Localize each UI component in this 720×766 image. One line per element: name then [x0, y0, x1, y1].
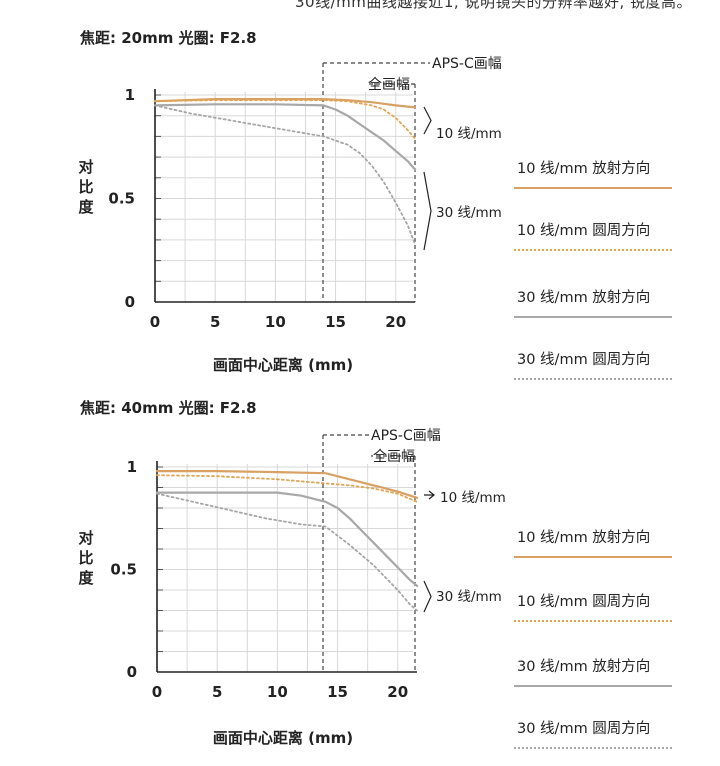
- legend-item-sagittal-10: 10 线/mm 放射方向: [514, 526, 674, 566]
- y-tick-label: 1: [125, 86, 135, 104]
- legend-label: 30 线/mm 放射方向: [517, 290, 651, 306]
- y-axis-label: 对比度: [78, 158, 94, 216]
- x-tick-label: 20: [387, 683, 408, 701]
- legend-item-sagittal-30: 30 线/mm 放射方向: [514, 655, 674, 695]
- legend-item-meridional-30: 30 线/mm 圆周方向: [514, 717, 674, 757]
- x-tick-label: 5: [210, 313, 220, 331]
- marker-label-full-frame: 全画幅: [368, 76, 410, 93]
- legend-swatch-dotted-orange: [514, 620, 672, 622]
- legend-label: 30 线/mm 圆周方向: [517, 721, 651, 737]
- x-tick-label: 10: [267, 683, 288, 701]
- legend-label: 10 线/mm 放射方向: [517, 161, 651, 177]
- chart-title: 焦距: 40mm 光圈: F2.8: [80, 399, 257, 417]
- series-line-meridional10: [156, 474, 418, 503]
- legend-label: 30 线/mm 圆周方向: [517, 352, 651, 368]
- legend-item-sagittal-10: 10 线/mm 放射方向: [514, 157, 674, 197]
- marker-label-aps-c: APS-C画幅: [432, 56, 502, 72]
- y-axis-label: 对比度: [78, 529, 94, 587]
- x-tick-label: 0: [150, 313, 160, 331]
- legend-label: 10 线/mm 圆周方向: [517, 223, 651, 239]
- series-line-meridional30: [154, 104, 416, 245]
- y-tick-label: 1: [127, 458, 137, 476]
- legend-swatch-dotted-gray: [514, 378, 672, 380]
- bracket-label: 30 线/mm: [436, 205, 502, 221]
- legend-label: 10 线/mm 放射方向: [517, 530, 651, 546]
- bracket-chevron: [423, 106, 432, 135]
- series-line-meridional30: [156, 492, 418, 612]
- legend-item-meridional-10: 10 线/mm 圆周方向: [514, 219, 674, 259]
- y-tick-label: 0: [127, 663, 137, 681]
- legend-swatch-solid-gray: [514, 685, 672, 687]
- y-tick-label: 0.5: [108, 190, 135, 208]
- x-tick-label: 10: [265, 313, 286, 331]
- chart-block-20mm: 焦距: 20mm 光圈: F2.8 0 5 10 15 20 0 0.5 1 对比度画面中心距离…: [78, 29, 674, 380]
- x-tick-label: 15: [325, 313, 346, 331]
- legend-swatch-solid-orange: [514, 187, 672, 189]
- y-tick-label: 0: [125, 293, 135, 311]
- x-tick-label: 15: [327, 683, 348, 701]
- series-line-sagittal10: [153, 97, 417, 109]
- chart-title: 焦距: 20mm 光圈: F2.8: [80, 29, 257, 47]
- x-tick-label: 0: [152, 683, 162, 701]
- x-tick-label: 5: [212, 683, 222, 701]
- marker-label-aps-c: APS-C画幅: [371, 428, 441, 444]
- legend-label: 30 线/mm 放射方向: [517, 659, 651, 675]
- bracket-arrow: [424, 490, 435, 500]
- y-tick-label: 0.5: [110, 561, 137, 579]
- legend-item-meridional-30: 30 线/mm 圆周方向: [514, 348, 674, 388]
- x-axis-label: 画面中心距离 (mm): [213, 356, 353, 374]
- bracket-chevron: [423, 171, 432, 251]
- bracket-chevron: [423, 580, 432, 613]
- series-line-sagittal30: [155, 491, 419, 587]
- series-line-meridional10: [154, 99, 416, 140]
- series-line-sagittal30: [153, 103, 417, 171]
- bracket-label: 30 线/mm: [436, 589, 502, 605]
- legend-swatch-dotted-gray: [514, 747, 672, 749]
- x-tick-label: 20: [385, 313, 406, 331]
- legend-swatch-solid-gray: [514, 316, 672, 318]
- legend-label: 10 线/mm 圆周方向: [517, 594, 651, 610]
- legend-item-meridional-10: 10 线/mm 圆周方向: [514, 590, 674, 630]
- chart-block-40mm: 焦距: 40mm 光圈: F2.8 0 5 10 15 20 0 0.5 1 对比度画面中心距离…: [0, 383, 720, 766]
- top-note-text: 30线/mm曲线越接近1, 说明镜头的分辨率越好, 锐度高。: [295, 0, 692, 11]
- legend-swatch-solid-orange: [514, 556, 672, 558]
- marker-label-full-frame: 全画幅: [373, 448, 415, 465]
- legend-swatch-dotted-orange: [514, 249, 672, 251]
- bracket-label: 10 线/mm: [440, 490, 506, 506]
- legend-item-sagittal-30: 30 线/mm 放射方向: [514, 286, 674, 326]
- series-line-sagittal10: [155, 469, 419, 499]
- x-axis-label: 画面中心距离 (mm): [213, 729, 353, 747]
- bracket-label: 10 线/mm: [436, 126, 502, 142]
